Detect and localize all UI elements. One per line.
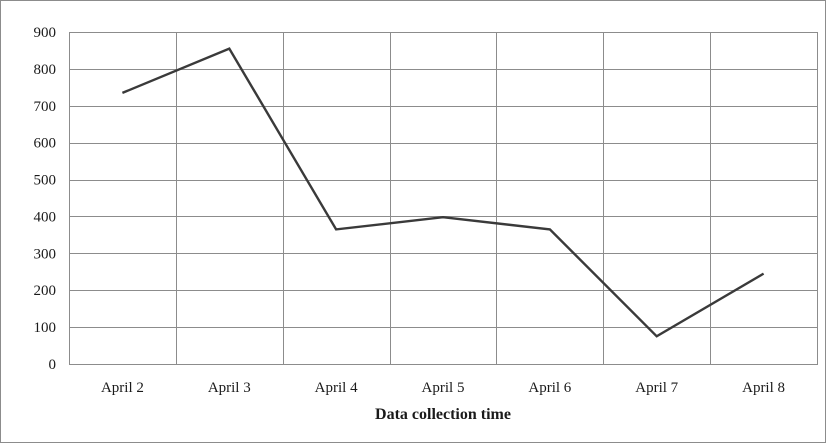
y-tick-label: 500 <box>34 173 57 189</box>
x-axis-ticks: April 2 April 3 April 4 April 5 April 6 April… <box>101 380 785 396</box>
x-tick-label: April 3 <box>208 380 251 396</box>
x-tick-label: April 7 <box>635 380 678 396</box>
x-tick-label: April 6 <box>528 380 571 396</box>
y-tick-label: 600 <box>34 136 57 152</box>
series-line <box>121 47 765 338</box>
y-axis-ticks: 0 100 200 300 400 500 600 700 800 900 <box>34 25 57 373</box>
y-tick-label: 900 <box>34 25 57 41</box>
y-tick-label: 400 <box>34 209 57 225</box>
x-axis-title: Data collection time <box>375 406 511 423</box>
grid <box>69 32 818 365</box>
x-tick-label: April 2 <box>101 380 144 396</box>
x-tick-label: April 5 <box>422 380 465 396</box>
plot-area-border <box>69 32 818 365</box>
y-tick-label: 200 <box>34 283 57 299</box>
y-tick-label: 700 <box>34 99 57 115</box>
y-tick-label: 0 <box>49 357 57 373</box>
y-tick-label: 800 <box>34 62 57 78</box>
x-tick-label: April 4 <box>315 380 358 396</box>
y-tick-label: 100 <box>34 320 57 336</box>
x-tick-label: April 8 <box>742 380 785 396</box>
series-layer <box>121 47 765 338</box>
y-tick-label: 300 <box>34 246 57 262</box>
